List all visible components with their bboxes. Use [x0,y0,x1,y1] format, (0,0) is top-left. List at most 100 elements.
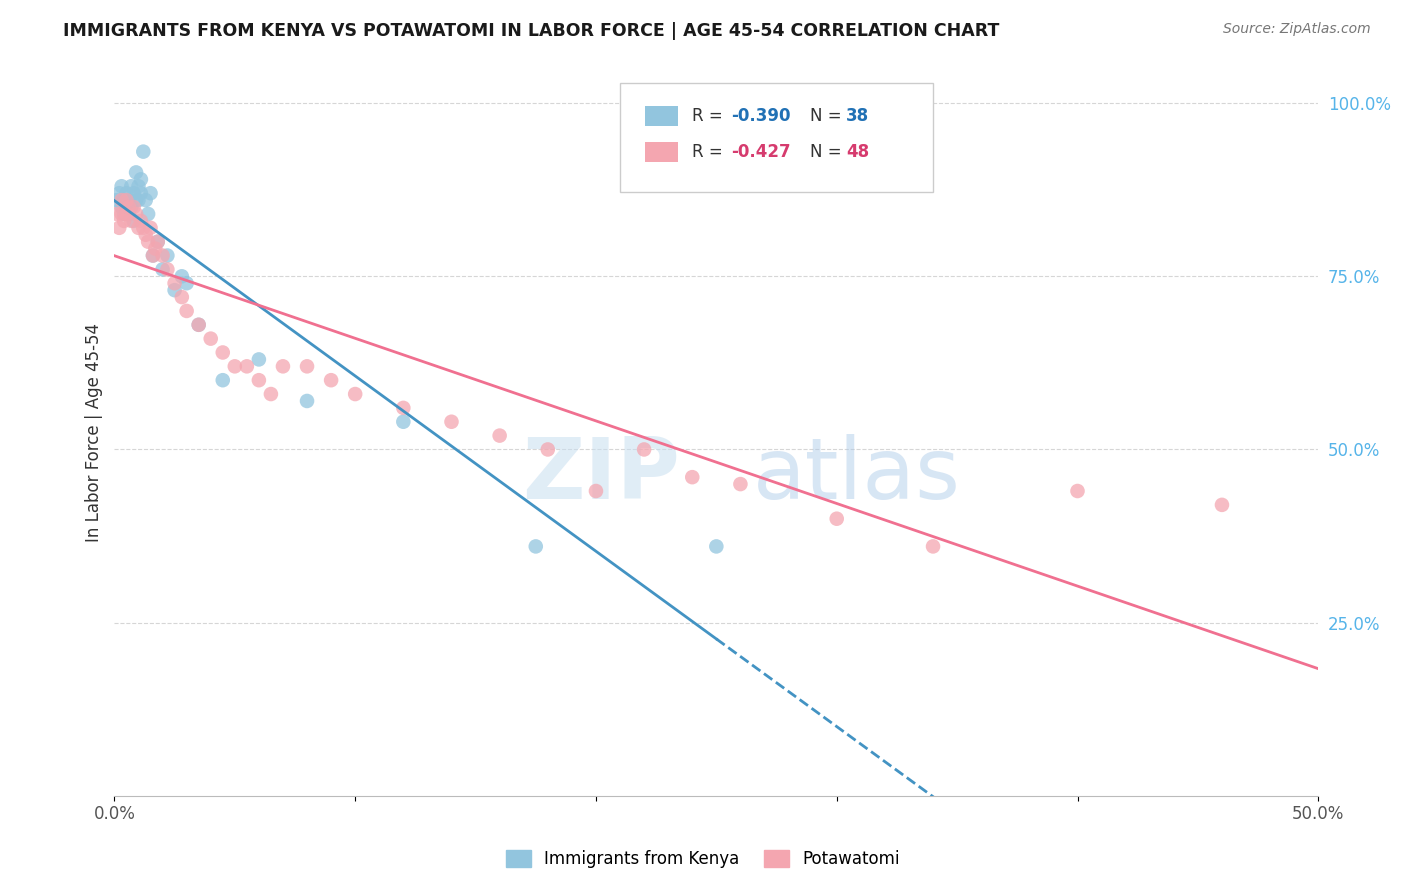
Point [187,318,209,332]
Y-axis label: In Labor Force | Age 45-54: In Labor Force | Age 45-54 [86,323,103,541]
Point [170,290,193,304]
Point [120,179,142,194]
Point [295,359,318,374]
Point [135,193,157,207]
Point [105,207,128,221]
Point [122,186,145,201]
Point [537,442,560,457]
Point [187,318,209,332]
Point [125,193,148,207]
Text: ZIP: ZIP [523,434,681,517]
Point [115,186,138,201]
Point [129,214,152,228]
Point [224,359,246,374]
Text: -0.427: -0.427 [731,143,790,161]
Point [112,193,135,207]
Text: N =: N = [810,143,848,161]
Text: R =: R = [692,107,728,125]
Point [440,415,463,429]
Point [142,248,165,262]
Point [135,227,157,242]
Point [704,540,727,554]
Point [392,401,415,415]
Point [127,220,149,235]
Point [271,359,294,374]
Text: atlas: atlas [752,434,960,517]
Point [122,214,145,228]
Point [122,200,145,214]
Point [152,248,174,262]
Point [585,483,607,498]
Text: N =: N = [810,107,848,125]
FancyBboxPatch shape [620,83,934,192]
FancyBboxPatch shape [645,143,678,162]
Point [176,277,198,291]
Point [127,179,149,194]
Point [176,304,198,318]
Point [1211,498,1233,512]
Point [125,165,148,179]
Point [111,200,134,214]
Text: -0.390: -0.390 [731,107,790,125]
Point [132,220,155,235]
Point [633,442,655,457]
Point [156,262,179,277]
Point [120,200,142,214]
Legend: Immigrants from Kenya, Potawatomi: Immigrants from Kenya, Potawatomi [499,843,907,875]
Point [120,214,142,228]
Text: 38: 38 [846,107,869,125]
Point [260,387,283,401]
Point [730,477,752,491]
Point [146,235,169,249]
Point [146,235,169,249]
Point [139,220,162,235]
Point [118,200,141,214]
Point [156,248,179,262]
Point [108,220,131,235]
Point [129,186,152,201]
Point [125,207,148,221]
Text: Source: ZipAtlas.com: Source: ZipAtlas.com [1223,22,1371,37]
Text: IMMIGRANTS FROM KENYA VS POTAWATOMI IN LABOR FORCE | AGE 45-54 CORRELATION CHART: IMMIGRANTS FROM KENYA VS POTAWATOMI IN L… [63,22,1000,40]
Point [295,394,318,409]
Point [142,248,165,262]
Point [118,193,141,207]
Point [163,277,186,291]
Text: 48: 48 [846,143,869,161]
Point [108,186,131,201]
Point [127,193,149,207]
Point [319,373,342,387]
Point [211,345,233,359]
Point [115,207,138,221]
Point [111,193,134,207]
Text: R =: R = [692,143,728,161]
Point [136,207,159,221]
Point [170,269,193,284]
Point [825,512,848,526]
Point [112,214,135,228]
Point [211,373,233,387]
Point [129,172,152,186]
Point [247,373,270,387]
Point [111,207,134,221]
Point [524,540,547,554]
Point [118,207,141,221]
Point [115,200,138,214]
Point [236,359,259,374]
Point [344,387,367,401]
Point [105,193,128,207]
Point [143,242,166,256]
Point [681,470,703,484]
Point [111,179,134,194]
Point [132,145,155,159]
FancyBboxPatch shape [645,106,678,126]
Point [1066,483,1088,498]
Point [112,207,135,221]
Point [247,352,270,367]
Point [392,415,415,429]
Point [136,235,159,249]
Point [488,428,510,442]
Point [922,540,945,554]
Point [200,332,222,346]
Point [139,186,162,201]
